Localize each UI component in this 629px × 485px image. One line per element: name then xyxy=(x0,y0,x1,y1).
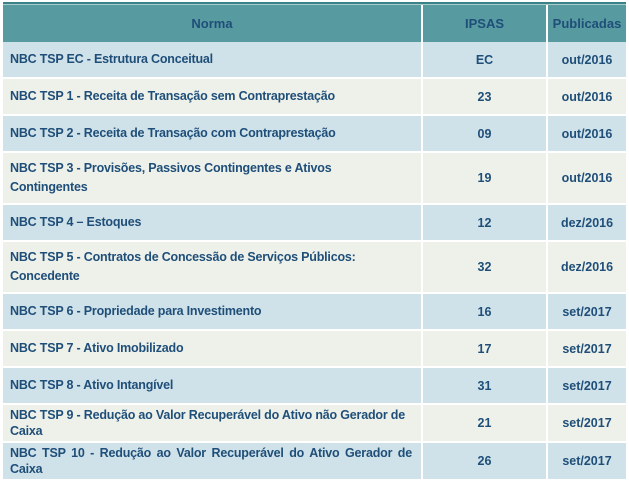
cell-publicada: set/2017 xyxy=(546,294,626,329)
cell-norma: NBC TSP 7 - Ativo Imobilizado xyxy=(3,331,421,366)
cell-publicada: set/2017 xyxy=(546,368,626,403)
norma-text: NBC TSP 5 - Contratos de Concessão de Se… xyxy=(10,250,356,283)
table-row: NBC TSP 4 – Estoques 12 dez/2016 xyxy=(3,205,626,242)
table-row: NBC TSP 3 - Provisões, Passivos Continge… xyxy=(3,153,626,205)
table-row: NBC TSP 8 - Ativo Intangível 31 set/2017 xyxy=(3,368,626,405)
cell-norma: NBC TSP 3 - Provisões, Passivos Continge… xyxy=(3,153,421,203)
norms-table: Norma IPSAS Publicadas NBC TSP EC - Estr… xyxy=(3,2,626,481)
table-row: NBC TSP 5 - Contratos de Concessão de Se… xyxy=(3,242,626,294)
table-row: NBC TSP 6 - Propriedade para Investiment… xyxy=(3,294,626,331)
cell-ipsas: 21 xyxy=(421,405,546,441)
cell-publicada: set/2017 xyxy=(546,405,626,441)
table-row: NBC TSP 7 - Ativo Imobilizado 17 set/2017 xyxy=(3,331,626,368)
norma-text: NBC TSP 7 - Ativo Imobilizado xyxy=(10,341,184,355)
cell-norma: NBC TSP 1 - Receita de Transação sem Con… xyxy=(3,79,421,114)
cell-publicada: set/2017 xyxy=(546,331,626,366)
cell-publicada: dez/2016 xyxy=(546,242,626,292)
cell-ipsas: 12 xyxy=(421,205,546,240)
table-row: NBC TSP 1 - Receita de Transação sem Con… xyxy=(3,79,626,116)
column-header-ipsas: IPSAS xyxy=(421,5,546,42)
cell-publicada: set/2017 xyxy=(546,443,626,479)
cell-ipsas: 26 xyxy=(421,443,546,479)
cell-publicada: dez/2016 xyxy=(546,205,626,240)
cell-ipsas: EC xyxy=(421,42,546,77)
cell-publicada: out/2016 xyxy=(546,116,626,151)
cell-norma: NBC TSP 2 - Receita de Transação com Con… xyxy=(3,116,421,151)
norma-text: NBC TSP 10 - Redução ao Valor Recuperáve… xyxy=(10,446,412,476)
cell-ipsas: 19 xyxy=(421,153,546,203)
cell-norma: NBC TSP EC - Estrutura Conceitual xyxy=(3,42,421,77)
cell-norma: NBC TSP 4 – Estoques xyxy=(3,205,421,240)
cell-ipsas: 16 xyxy=(421,294,546,329)
cell-norma: NBC TSP 5 - Contratos de Concessão de Se… xyxy=(3,242,421,292)
cell-ipsas: 09 xyxy=(421,116,546,151)
cell-norma: NBC TSP 9 - Redução ao Valor Recuperável… xyxy=(3,405,421,441)
cell-norma: NBC TSP 8 - Ativo Intangível xyxy=(3,368,421,403)
table-body: NBC TSP EC - Estrutura Conceitual EC out/2… xyxy=(3,42,626,481)
norma-text: NBC TSP EC - Estrutura Conceitual xyxy=(10,52,213,66)
cell-publicada: out/2016 xyxy=(546,79,626,114)
norma-text: NBC TSP 3 - Provisões, Passivos Continge… xyxy=(10,161,332,194)
norma-text: NBC TSP 9 - Redução ao Valor Recuperável… xyxy=(10,408,405,438)
norma-text: NBC TSP 2 - Receita de Transação com Con… xyxy=(10,126,336,140)
cell-norma: NBC TSP 10 - Redução ao Valor Recuperáve… xyxy=(3,443,421,479)
norma-text: NBC TSP 4 – Estoques xyxy=(10,215,142,229)
table-row: NBC TSP 10 - Redução ao Valor Recuperáve… xyxy=(3,443,626,481)
norma-text: NBC TSP 1 - Receita de Transação sem Con… xyxy=(10,89,335,103)
cell-publicada: out/2016 xyxy=(546,153,626,203)
cell-ipsas: 23 xyxy=(421,79,546,114)
cell-publicada: out/2016 xyxy=(546,42,626,77)
cell-norma: NBC TSP 6 - Propriedade para Investiment… xyxy=(3,294,421,329)
table-row: NBC TSP 2 - Receita de Transação com Con… xyxy=(3,116,626,153)
cell-ipsas: 31 xyxy=(421,368,546,403)
table-row: NBC TSP 9 - Redução ao Valor Recuperável… xyxy=(3,405,626,443)
column-header-norma: Norma xyxy=(191,16,233,31)
cell-ipsas: 32 xyxy=(421,242,546,292)
table-header-row: Norma IPSAS Publicadas xyxy=(3,4,626,42)
cell-ipsas: 17 xyxy=(421,331,546,366)
table-row: NBC TSP EC - Estrutura Conceitual EC out/2… xyxy=(3,42,626,79)
norma-text: NBC TSP 8 - Ativo Intangível xyxy=(10,378,174,392)
norma-text: NBC TSP 6 - Propriedade para Investiment… xyxy=(10,304,262,318)
column-header-publicadas: Publicadas xyxy=(546,5,626,42)
